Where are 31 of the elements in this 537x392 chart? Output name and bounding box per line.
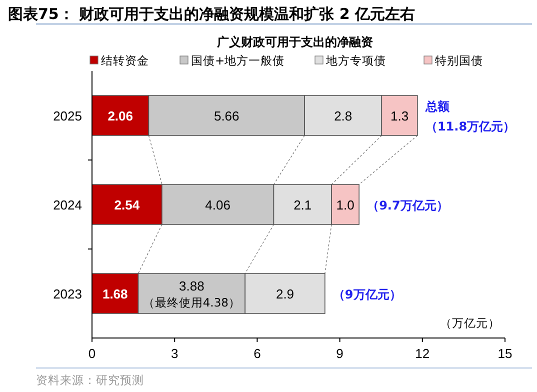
y-tick-label: 2025	[53, 108, 82, 124]
x-tick-label: 9	[336, 346, 344, 361]
data-label: 2.54	[114, 198, 140, 212]
total-label: （9.7万亿元）	[367, 198, 448, 212]
data-label: 4.06	[205, 198, 230, 212]
data-label: 1.68	[102, 286, 128, 302]
x-tick-label: 3	[170, 346, 178, 361]
legend-label: 地方专项债	[325, 54, 386, 68]
chart-subtitle: 广义财政可用于支出的净融资	[216, 35, 373, 49]
y-tick-label: 2023	[53, 286, 82, 302]
x-tick-label: 6	[254, 346, 261, 361]
data-label: 2.8	[334, 108, 352, 124]
data-label: 2.1	[294, 198, 312, 212]
data-label: 2.06	[108, 108, 134, 124]
data-label: 1.3	[390, 108, 409, 124]
annotation: （万亿元）	[440, 316, 500, 330]
legend-label: 国债+地方一般债	[191, 54, 285, 68]
x-tick-label: 12	[415, 346, 430, 361]
y-tick-label: 2024	[53, 198, 82, 212]
x-tick-label: 15	[498, 346, 512, 361]
data-label: 3.88（最终使用4.38）	[142, 278, 240, 310]
legend-label: 结转资金	[101, 54, 149, 68]
legend-label: 特别国债	[435, 54, 483, 68]
chart-title: 图表75： 财政可用于支出的净融资规模温和扩张 2 亿元左右	[8, 5, 415, 23]
data-label: 2.9	[276, 286, 294, 302]
total-label: （9万亿元）	[332, 288, 402, 302]
data-label: 1.0	[336, 198, 354, 212]
data-label: 5.66	[214, 108, 240, 124]
text: 资料来源：研究预测	[36, 373, 144, 387]
total-label: 总额（11.8万亿元）	[424, 100, 516, 134]
x-tick-label: 0	[88, 346, 96, 361]
